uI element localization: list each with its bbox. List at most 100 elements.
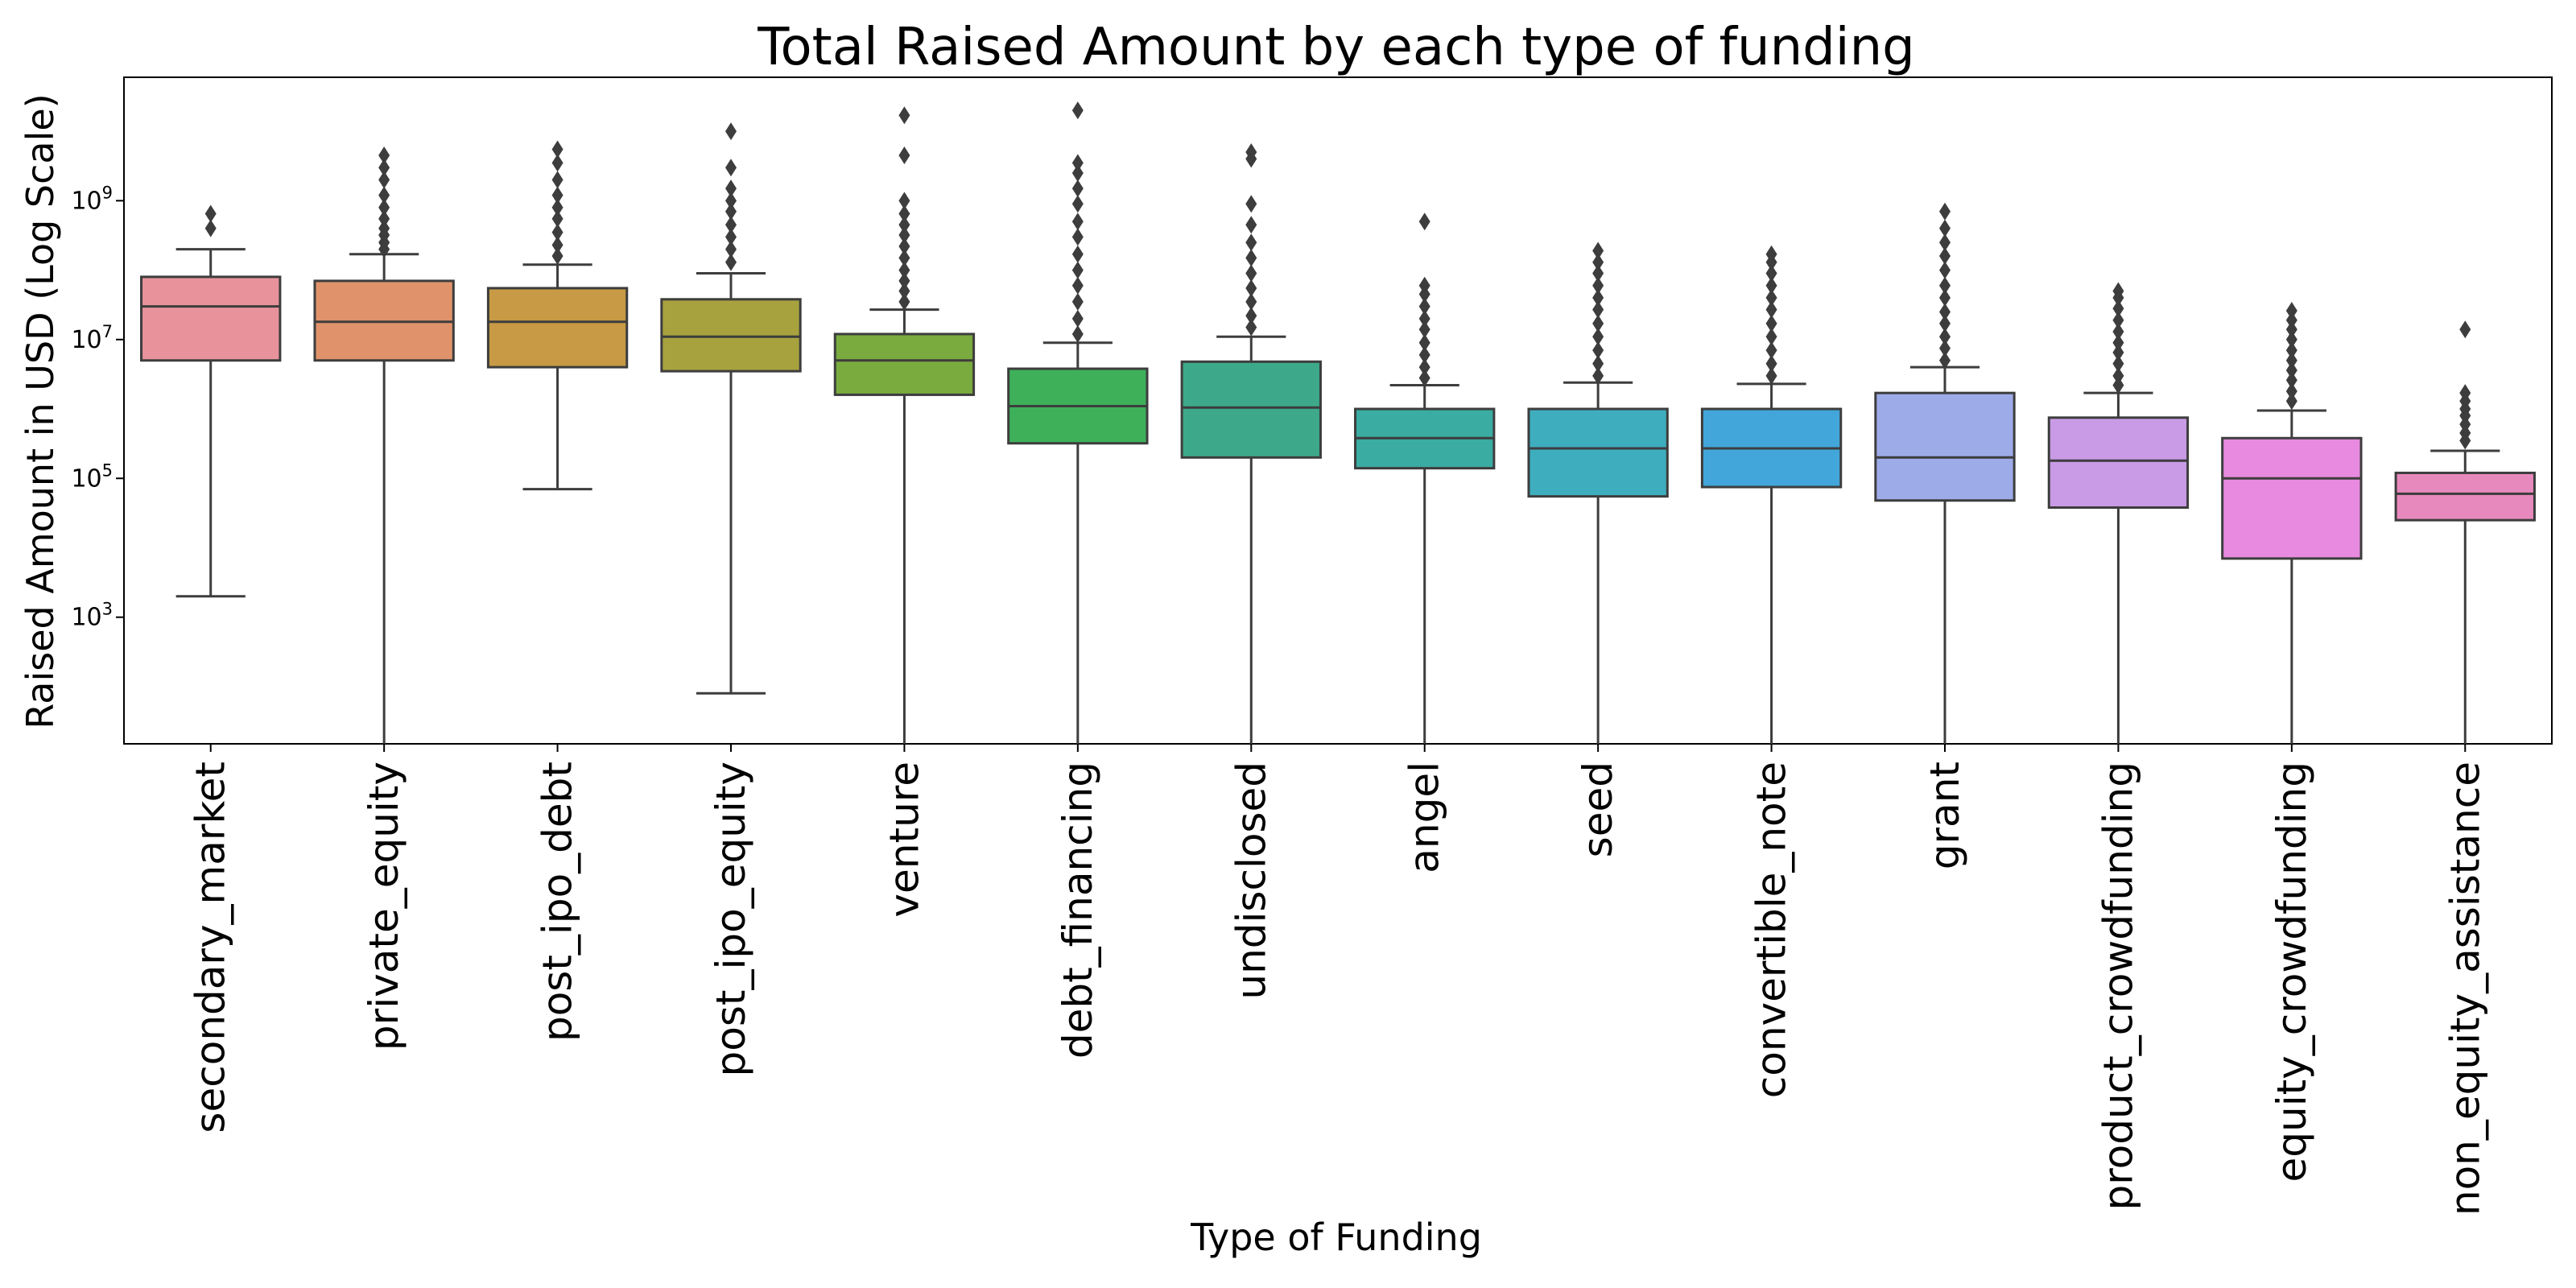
outlier-point	[898, 271, 910, 290]
outlier-point	[2285, 320, 2297, 339]
x-tick-label: undisclosed	[1228, 762, 1274, 1000]
x-tick-label: venture	[881, 762, 927, 918]
box-equity_crowdfunding	[2221, 436, 2363, 560]
x-tick-label: post_ipo_equity	[708, 762, 754, 1076]
outlier-point	[551, 236, 564, 254]
y-tick-label: 107	[71, 322, 113, 354]
outlier-point	[2285, 351, 2297, 369]
outlier-point	[898, 282, 910, 300]
outlier-point	[551, 223, 564, 242]
outlier-point	[551, 171, 564, 189]
x-tick-label: private_equity	[361, 762, 407, 1051]
outlier-point	[1765, 366, 1777, 385]
outlier-point	[2112, 343, 2124, 361]
outlier-point	[2285, 392, 2297, 411]
box-grant	[1874, 391, 2016, 502]
x-tick-label: product_crowdfunding	[2095, 762, 2141, 1211]
outlier-point	[1592, 276, 1604, 295]
outlier-point	[898, 249, 910, 267]
outlier-point	[1592, 366, 1604, 385]
y-tick-base: 10	[71, 326, 101, 354]
outlier-point	[2112, 311, 2124, 329]
outlier-point	[378, 198, 390, 217]
outlier-point	[2285, 302, 2297, 320]
outlier-point	[1071, 228, 1084, 246]
outlier-point	[1418, 320, 1430, 339]
outlier-point	[551, 198, 564, 217]
outlier-point	[1592, 328, 1604, 346]
y-tick-base: 10	[71, 604, 101, 632]
x-tick-label: secondary_market	[188, 762, 234, 1133]
outlier-point	[1071, 101, 1084, 120]
chart-title: Total Raised Amount by each type of fund…	[757, 18, 1915, 77]
box-non_equity_assistance	[2394, 471, 2536, 522]
outlier-point	[2285, 371, 2297, 390]
y-tick-exponent: 5	[102, 460, 113, 480]
outlier-point	[1245, 318, 1257, 336]
outlier-point	[1418, 276, 1430, 295]
outlier-point	[2112, 333, 2124, 352]
box-venture	[833, 332, 976, 396]
x-tick-label: non_equity_assistance	[2442, 762, 2488, 1216]
outlier-point	[725, 180, 737, 198]
outlier-point	[898, 226, 910, 245]
outlier-point	[1765, 328, 1777, 346]
outlier-point	[1765, 288, 1777, 307]
box-post_ipo_equity	[660, 298, 802, 373]
outlier-point	[1418, 333, 1430, 352]
outlier-point	[1245, 233, 1257, 252]
outlier-point	[1245, 249, 1257, 267]
outlier-point	[1418, 297, 1430, 316]
outlier-point	[1071, 154, 1084, 172]
y-tick-base: 10	[71, 187, 101, 215]
outlier-point	[2112, 354, 2124, 373]
outlier-point	[551, 246, 564, 265]
outlier-point	[1071, 180, 1084, 198]
outlier-point	[1765, 245, 1777, 263]
outlier-point	[1592, 253, 1604, 271]
outlier-point	[1245, 307, 1257, 325]
outlier-point	[1592, 242, 1604, 260]
outlier-point	[725, 228, 737, 246]
outlier-point	[1418, 358, 1430, 377]
outlier-point	[551, 186, 564, 204]
outlier-point	[1939, 246, 1951, 265]
outlier-point	[898, 147, 910, 165]
x-tick-label: post_ipo_debt	[535, 762, 581, 1042]
outlier-point	[725, 159, 737, 177]
outlier-point	[378, 171, 390, 189]
outlier-point	[1245, 195, 1257, 213]
outlier-point	[1245, 292, 1257, 311]
outlier-point	[1071, 324, 1084, 343]
outlier-point	[898, 292, 910, 311]
y-tick-exponent: 9	[102, 183, 113, 202]
x-tick-label: convertible_note	[1748, 762, 1795, 1098]
outlier-point	[551, 140, 564, 159]
y-tick-label: 105	[71, 460, 113, 493]
y-axis-label: Raised Amount in USD (Log Scale)	[19, 93, 62, 729]
outlier-point	[725, 253, 737, 271]
outlier-point	[378, 186, 390, 204]
outlier-point	[1939, 351, 1951, 369]
outlier-point	[1592, 288, 1604, 307]
outlier-point	[898, 216, 910, 234]
outlier-point	[1592, 341, 1604, 360]
x-tick-label: seed	[1575, 762, 1621, 857]
box-post_ipo_debt	[486, 287, 629, 369]
outlier-point	[725, 122, 737, 141]
outlier-point	[2112, 322, 2124, 341]
outlier-point	[1245, 264, 1257, 283]
outlier-point	[1939, 261, 1951, 279]
outlier-point	[551, 154, 564, 172]
outlier-point	[1939, 328, 1951, 346]
outlier-point	[898, 192, 910, 210]
outlier-point	[1939, 339, 1951, 357]
outlier-point	[725, 192, 737, 210]
outlier-point	[1071, 245, 1084, 263]
outlier-point	[898, 261, 910, 279]
y-tick-base: 10	[71, 464, 101, 493]
box-secondary_market	[140, 275, 282, 362]
y-tick-label: 109	[71, 183, 113, 215]
outlier-point	[1765, 300, 1777, 319]
